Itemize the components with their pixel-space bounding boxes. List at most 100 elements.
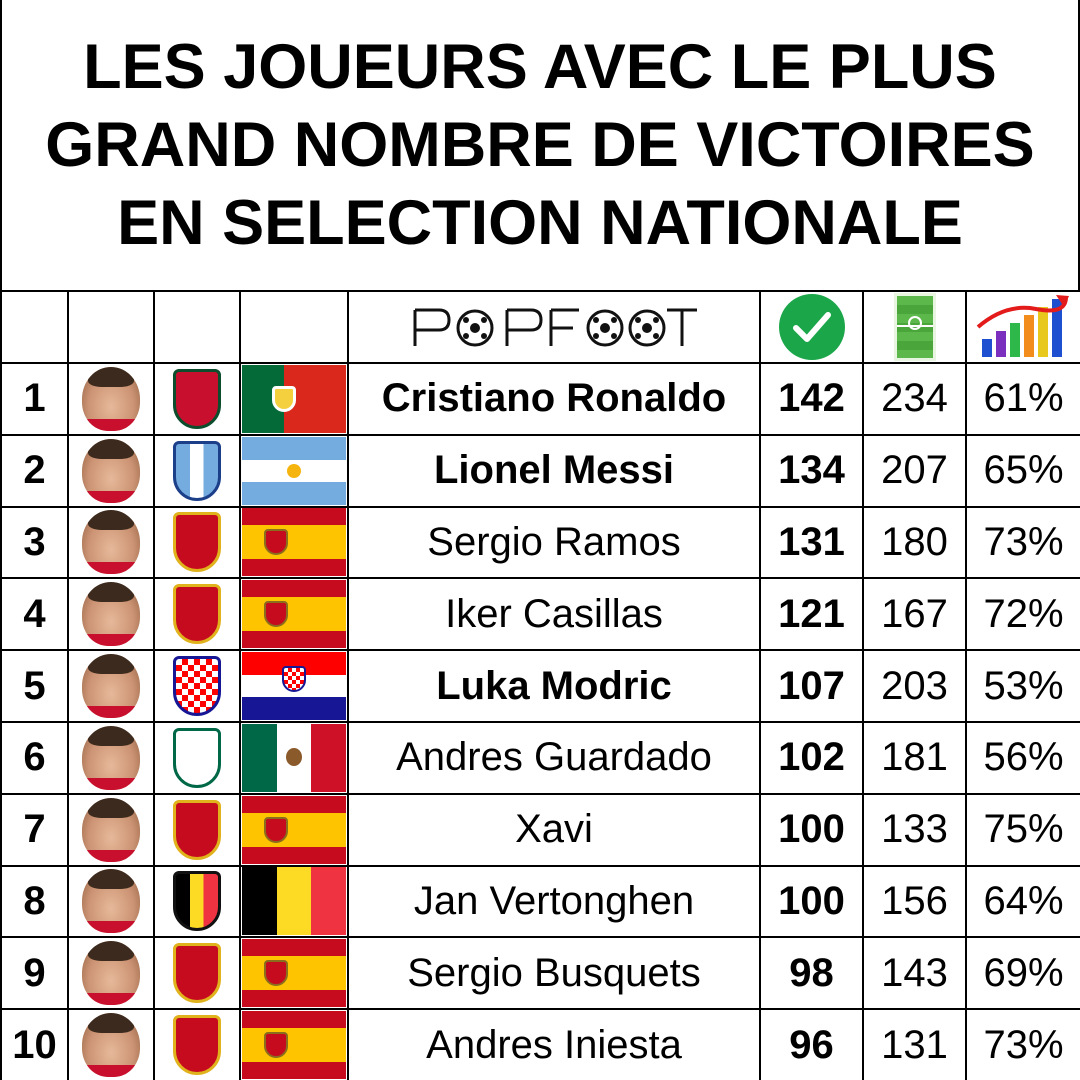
matches-cell: 207 [862, 433, 967, 508]
wins-cell: 100 [759, 792, 864, 867]
photo-cell [67, 649, 155, 723]
country-flag-icon [242, 580, 346, 649]
matches-cell: 181 [862, 720, 967, 795]
pct-cell: 56% [965, 720, 1080, 795]
pitch-icon [893, 293, 936, 361]
photo-cell [67, 792, 155, 867]
player-name: Lionel Messi [347, 433, 761, 508]
pct-cell: 69% [965, 936, 1080, 1011]
pct-cell: 61% [965, 362, 1080, 436]
header-crest-cell [153, 290, 241, 364]
rank-cell: 5 [0, 649, 69, 723]
player-photo [82, 869, 140, 934]
header-flag-cell [239, 290, 349, 364]
country-flag-icon [242, 436, 346, 505]
photo-cell [67, 720, 155, 795]
photo-cell [67, 433, 155, 508]
pct-cell: 73% [965, 505, 1080, 580]
flag-cell [239, 649, 349, 723]
crest-cell [153, 362, 241, 436]
flag-cell [239, 577, 349, 652]
table-row: 8 Jan Vertonghen 100 156 64% [0, 864, 1080, 939]
federation-crest-icon [173, 871, 221, 932]
rank-cell: 8 [0, 864, 69, 939]
matches-cell: 156 [862, 864, 967, 939]
player-name: Sergio Busquets [347, 936, 761, 1011]
federation-crest-icon [173, 584, 221, 645]
title-line-3: EN SELECTION NATIONALE [117, 188, 963, 258]
crest-cell [153, 433, 241, 508]
country-flag-icon [242, 508, 346, 577]
header-rank-cell [0, 290, 69, 364]
rank-cell: 6 [0, 720, 69, 795]
player-name: Sergio Ramos [347, 505, 761, 580]
rank-cell: 2 [0, 433, 69, 508]
popfoot-logo-icon [413, 308, 697, 347]
table-row: 5 Luka Modric 107 203 53% [0, 649, 1080, 723]
player-photo [82, 797, 140, 862]
player-name: Xavi [347, 792, 761, 867]
federation-crest-icon [173, 368, 221, 429]
crest-cell [153, 505, 241, 580]
country-flag-icon [242, 723, 346, 792]
table-row: 9 Sergio Busquets 98 143 69% [0, 936, 1080, 1011]
table-row: 3 Sergio Ramos 131 180 73% [0, 505, 1080, 580]
country-flag-icon [242, 795, 346, 864]
wins-cell: 142 [759, 362, 864, 436]
title-line-1: LES JOUEURS AVEC LE PLUS [83, 32, 997, 102]
popfoot-logo [350, 302, 758, 352]
flag-cell [239, 936, 349, 1011]
photo-cell [67, 936, 155, 1011]
table-row: 1 Cristiano Ronaldo 142 234 61% [0, 362, 1080, 436]
wins-cell: 100 [759, 864, 864, 939]
player-name: Luka Modric [347, 649, 761, 723]
rank-cell: 4 [0, 577, 69, 652]
crest-cell [153, 720, 241, 795]
player-name: Andres Iniesta [347, 1008, 761, 1080]
flag-cell [239, 433, 349, 508]
federation-crest-icon [173, 512, 221, 573]
photo-cell [67, 864, 155, 939]
crest-cell [153, 864, 241, 939]
crest-cell [153, 649, 241, 723]
rank-cell: 7 [0, 792, 69, 867]
matches-cell: 167 [862, 577, 967, 652]
crest-cell [153, 1008, 241, 1080]
pct-cell: 73% [965, 1008, 1080, 1080]
federation-crest-icon [173, 1015, 221, 1076]
wins-cell: 131 [759, 505, 864, 580]
federation-crest-icon [173, 656, 221, 717]
wins-cell: 134 [759, 433, 864, 508]
header-matches-cell [862, 290, 967, 364]
rank-cell: 3 [0, 505, 69, 580]
player-name: Andres Guardado [347, 720, 761, 795]
flag-cell [239, 505, 349, 580]
table-row: 2 Lionel Messi 134 207 65% [0, 433, 1080, 508]
flag-cell [239, 864, 349, 939]
rank-cell: 10 [0, 1008, 69, 1080]
crest-cell [153, 936, 241, 1011]
country-flag-icon [242, 867, 346, 936]
crest-cell [153, 577, 241, 652]
federation-crest-icon [173, 440, 221, 501]
title-line-2: GRAND NOMBRE DE VICTOIRES [45, 110, 1035, 180]
player-name: Jan Vertonghen [347, 864, 761, 939]
player-name: Cristiano Ronaldo [347, 362, 761, 436]
photo-cell [67, 362, 155, 436]
player-photo [82, 438, 140, 503]
player-photo [82, 725, 140, 790]
flag-cell [239, 1008, 349, 1080]
pct-cell: 75% [965, 792, 1080, 867]
country-flag-icon [242, 364, 346, 433]
wins-cell: 96 [759, 1008, 864, 1080]
header-wins-cell [759, 290, 864, 364]
table-row: 7 Xavi 100 133 75% [0, 792, 1080, 867]
matches-cell: 143 [862, 936, 967, 1011]
check-icon [778, 294, 845, 360]
table-row: 4 Iker Casillas 121 167 72% [0, 577, 1080, 652]
ranking-table: 1 Cristiano Ronaldo 142 234 61% 2 Lionel… [0, 290, 1080, 1080]
flag-cell [239, 362, 349, 436]
player-photo [82, 366, 140, 431]
title-block: LES JOUEURS AVEC LE PLUS GRAND NOMBRE DE… [0, 0, 1080, 290]
matches-cell: 133 [862, 792, 967, 867]
